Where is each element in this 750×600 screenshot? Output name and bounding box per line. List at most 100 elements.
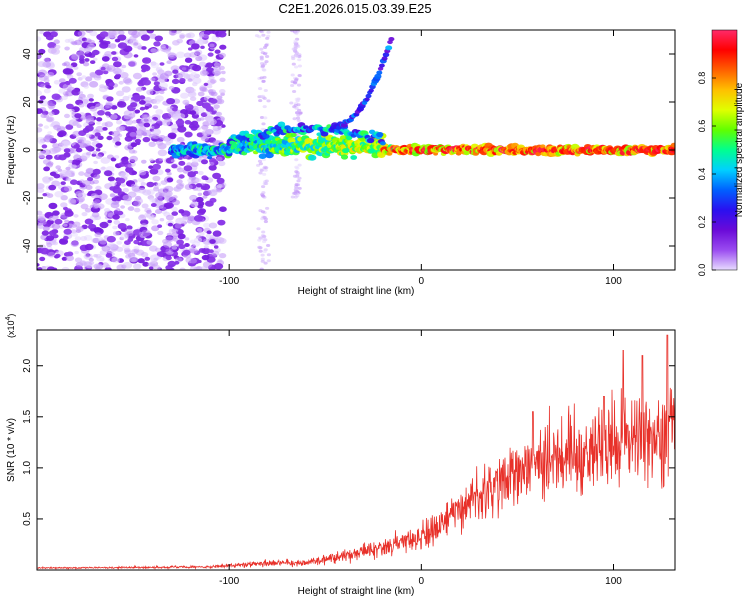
spectrogram-cell (123, 199, 132, 206)
spectrogram-cell (39, 220, 47, 226)
spectrogram-cell (95, 154, 103, 159)
spectrogram-cell (158, 82, 168, 90)
spectrogram-cell (71, 53, 77, 57)
spectrogram-cell (151, 219, 159, 225)
spectrogram-cell (99, 221, 109, 229)
spectrogram-cell (142, 189, 152, 196)
spectrogram-cell (138, 122, 146, 127)
snr-panel: -100 0 100 0.5 1.0 1.5 2.0 Height of straight… (5, 314, 676, 597)
spectrogram-cell (126, 225, 133, 230)
spectrogram-cell (172, 199, 180, 206)
spectrogram-cell (259, 169, 264, 172)
spectrogram-cell (94, 232, 102, 238)
spectrogram-cell (110, 202, 120, 209)
snr-y-scale-base: (x10 (6, 320, 16, 338)
spectrogram-cell (213, 263, 224, 270)
spectrogram-cell (85, 168, 94, 174)
spectrogram-cell (65, 124, 74, 130)
spectrogram-cell (258, 246, 263, 250)
spectrogram-cell (48, 216, 56, 222)
spectrogram-cell (208, 75, 215, 80)
spectrogram-cell (138, 214, 147, 221)
spectrogram-cell (127, 237, 134, 242)
spectrogram-cell (165, 248, 173, 254)
spectrogram-cell (62, 83, 72, 91)
spectrogram-cell (153, 81, 161, 86)
spectrogram-cell (121, 159, 129, 165)
spectrogram-cell (113, 220, 121, 225)
spectrogram-cell (115, 141, 122, 146)
spectrogram-cell (86, 151, 92, 156)
spectrogram-cell (116, 240, 123, 245)
spectrogram-cell (89, 106, 98, 112)
spectrogram-cell (110, 114, 118, 120)
spectrogram-cell (70, 179, 78, 185)
spectrogram-cell (95, 125, 105, 133)
spectrogram-cell (95, 264, 103, 270)
spectrogram-cell (148, 215, 155, 220)
spectrogram-cell (259, 76, 264, 80)
colorbar-tick-label: 0.2 (697, 216, 707, 229)
spectrogram-cell (183, 155, 189, 159)
spectrogram-cell (261, 79, 266, 83)
spectrogram-cell (81, 75, 87, 79)
spectrogram-cell (112, 214, 120, 220)
spectrogram-cell (258, 30, 263, 33)
spectrogram-cell (167, 222, 173, 227)
spectrogram-cell (139, 106, 146, 111)
spectrogram-cell (218, 52, 226, 58)
spectrogram-cell (217, 126, 223, 130)
snr-y-tick-label: 2.0 (22, 358, 33, 372)
spectrogram-cell (175, 119, 185, 126)
spectrogram-cell (141, 229, 151, 237)
spectrogram-cell (191, 88, 196, 93)
spectrogram-cell (66, 88, 72, 93)
spectrogram-cell (68, 159, 74, 164)
spectrogram-cell (107, 33, 113, 37)
spectrogram-cell (303, 125, 309, 130)
spectrogram-cell (164, 136, 170, 141)
spectrogram-cell (166, 60, 172, 65)
spectrogram-cell (152, 105, 159, 109)
spectrogram-cell (133, 263, 142, 270)
spectrogram-cell (294, 175, 299, 179)
spectrogram-cell (45, 154, 53, 160)
snr-x-tick-label: -100 (219, 576, 239, 587)
spectrogram-cell (96, 121, 101, 125)
spectrogram-cell (128, 192, 135, 197)
spectrogram-cell (156, 119, 161, 123)
spectrogram-cell (76, 226, 84, 232)
spectrogram-cell (58, 130, 67, 137)
spectrogram-cell (293, 190, 298, 194)
spectrogram-cell (178, 209, 185, 214)
spectrogram-cell (189, 96, 197, 102)
spectrogram-cell (51, 223, 61, 230)
spectrogram-cell (68, 197, 77, 204)
spectrogram-cell (293, 39, 298, 43)
spectrogram-cell (260, 210, 266, 214)
spectrogram-cell (140, 182, 146, 186)
spectrogram-cell (296, 83, 302, 87)
spectrogram-cell (117, 210, 124, 216)
spectrogram-cell (203, 222, 211, 229)
spectrogram-cell (258, 171, 263, 175)
spectrogram-cell (38, 123, 43, 127)
spectrogram-cell (131, 258, 137, 262)
spectrogram-cell (39, 95, 46, 100)
spectrogram-cell (116, 90, 125, 97)
spectrogram-cell (64, 46, 70, 51)
spectrogram-cell (111, 197, 118, 202)
spectrogram-cell (216, 156, 223, 162)
spectrogram-cell (46, 266, 56, 270)
spectrogram-cell (142, 79, 151, 86)
spectrogram-cell (96, 117, 103, 122)
spectrogram-cell (212, 230, 222, 237)
spectrogram-cell (141, 114, 148, 119)
spectrogram-cell (53, 80, 61, 85)
spectrogram-cell (166, 177, 174, 183)
spectrogram-cell (219, 89, 226, 94)
spectrogram-cell (258, 153, 267, 159)
spectrogram-cell (51, 93, 61, 100)
spectrogram-cell (295, 166, 300, 170)
spectrogram-cell (266, 99, 271, 103)
